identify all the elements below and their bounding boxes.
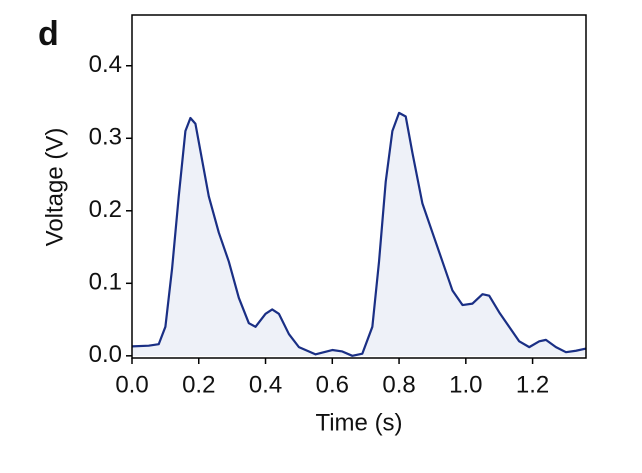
y-tick-label: 0.0	[89, 341, 122, 368]
panel-label: d	[38, 15, 59, 53]
area-fill	[132, 112, 586, 356]
x-tick-label: 0.4	[249, 371, 282, 398]
y-tick-label: 0.3	[89, 124, 122, 151]
line	[131, 111, 587, 357]
x-axis-label: Time (s)	[315, 409, 402, 436]
x-tick-label: 1.2	[516, 371, 549, 398]
y-axis-label: Voltage (V)	[41, 128, 68, 247]
y-tick-label: 0.4	[89, 51, 122, 78]
y-tick-label: 0.2	[89, 196, 122, 223]
x-tick-label: 0.0	[115, 371, 148, 398]
y-tick-label: 0.1	[89, 269, 122, 296]
x-tick-label: 0.8	[382, 371, 415, 398]
x-tick-label: 0.6	[316, 371, 349, 398]
x-tick-label: 1.0	[449, 371, 482, 398]
plot-frame	[131, 14, 587, 359]
x-tick-label: 0.2	[182, 371, 215, 398]
